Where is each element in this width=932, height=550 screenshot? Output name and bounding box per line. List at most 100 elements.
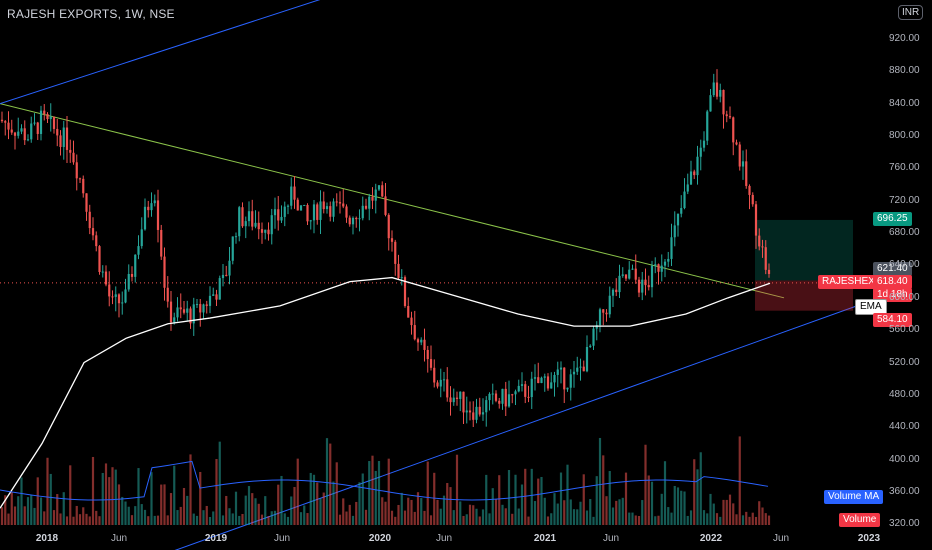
volume-bar	[13, 506, 17, 525]
candle-body	[215, 294, 218, 300]
volume-bar	[537, 478, 540, 525]
volume-bar	[137, 468, 140, 525]
candle-body	[358, 218, 361, 220]
volume-bar	[293, 486, 296, 525]
volume-bar	[761, 507, 764, 525]
volume-bar	[478, 516, 481, 525]
volume-bar	[702, 510, 706, 525]
candle-body	[501, 388, 504, 404]
candle-body	[696, 156, 699, 176]
volume-bar	[374, 470, 377, 525]
candle-body	[608, 295, 611, 315]
candle-body	[361, 205, 364, 219]
volume-bar	[654, 516, 657, 525]
candle-body	[576, 367, 579, 372]
y-tick-label: 880.00	[889, 65, 920, 77]
candle-body	[345, 206, 348, 218]
volume-bar	[0, 507, 4, 525]
candle-body	[202, 304, 205, 313]
volume-bar	[143, 509, 147, 525]
candle-body	[634, 268, 637, 280]
x-tick-label: Jun	[273, 533, 291, 544]
volume-bar	[641, 500, 644, 525]
candle-body	[257, 222, 260, 230]
candle-body	[381, 185, 384, 197]
candle-body	[33, 122, 36, 124]
x-tick-label: 2022	[699, 533, 723, 544]
volume-bar	[540, 476, 543, 525]
volume-bar	[247, 486, 251, 525]
candle-body	[546, 376, 550, 389]
volume-bar	[420, 498, 423, 525]
trend-line	[0, 0, 321, 105]
candle-body	[147, 206, 150, 211]
volume-bar	[530, 468, 533, 525]
x-tick-label: Jun	[110, 533, 128, 544]
volume-bar	[621, 497, 624, 525]
volume-bar	[290, 496, 293, 525]
volume-bar	[719, 516, 722, 525]
volume-bar	[689, 510, 693, 525]
volume-bar	[455, 454, 459, 525]
candle-body	[273, 209, 277, 216]
volume-bar	[676, 487, 680, 525]
y-tick-label: 440.00	[889, 421, 920, 433]
volume-bar	[592, 516, 595, 525]
volume-bar	[176, 510, 179, 525]
volume-bar	[533, 501, 537, 525]
volume-bar	[221, 515, 225, 525]
candle-body	[530, 378, 533, 398]
candle-body	[91, 228, 95, 236]
candle-body	[85, 193, 88, 212]
volume-bar	[501, 504, 504, 525]
candle-body	[153, 200, 156, 204]
volume-bar	[59, 513, 62, 525]
volume-bar	[423, 510, 426, 525]
candle-body	[36, 122, 39, 134]
candle-body	[481, 412, 485, 415]
candle-body	[663, 261, 667, 266]
volume-bar	[504, 508, 507, 525]
volume-bar	[241, 513, 244, 525]
volume-bar	[559, 472, 563, 525]
candle-body	[368, 196, 371, 209]
candle-body	[728, 116, 732, 118]
candle-body	[62, 127, 65, 147]
x-tick-label: Jun	[772, 533, 790, 544]
volume-bar	[117, 484, 121, 525]
candle-body	[160, 229, 163, 257]
volume-bar	[355, 501, 358, 525]
volume-bar	[208, 516, 212, 525]
volume-bar	[62, 492, 65, 525]
volume-bar	[124, 501, 127, 525]
volume-bar	[589, 499, 592, 525]
volume-bar	[754, 516, 758, 525]
candle-body	[654, 264, 657, 266]
volume-bar	[481, 509, 485, 525]
volume-bar	[364, 509, 368, 525]
candle-body	[387, 214, 390, 239]
volume-bar	[595, 476, 598, 525]
candle-body	[745, 161, 748, 186]
volume-bar	[745, 511, 748, 525]
x-tick-label: 2019	[204, 533, 228, 544]
volume-bar	[712, 503, 715, 525]
volume-bar	[527, 516, 530, 525]
y-tick-label: 480.00	[889, 388, 920, 400]
volume-bar	[156, 515, 160, 525]
volume-bar	[741, 515, 745, 525]
volume-bar	[121, 496, 124, 525]
currency-badge[interactable]: INR	[898, 5, 924, 20]
candle-body	[637, 279, 641, 293]
candle-body	[377, 185, 381, 190]
candle-body	[134, 254, 137, 277]
candle-body	[767, 269, 771, 274]
stop-price-tag: 584.10	[873, 313, 912, 327]
candle-body	[498, 400, 501, 404]
candle-body	[397, 263, 400, 278]
candle-body	[218, 278, 221, 300]
candle-body	[407, 305, 410, 318]
volume-bar	[569, 499, 572, 525]
candle-body	[693, 171, 696, 176]
